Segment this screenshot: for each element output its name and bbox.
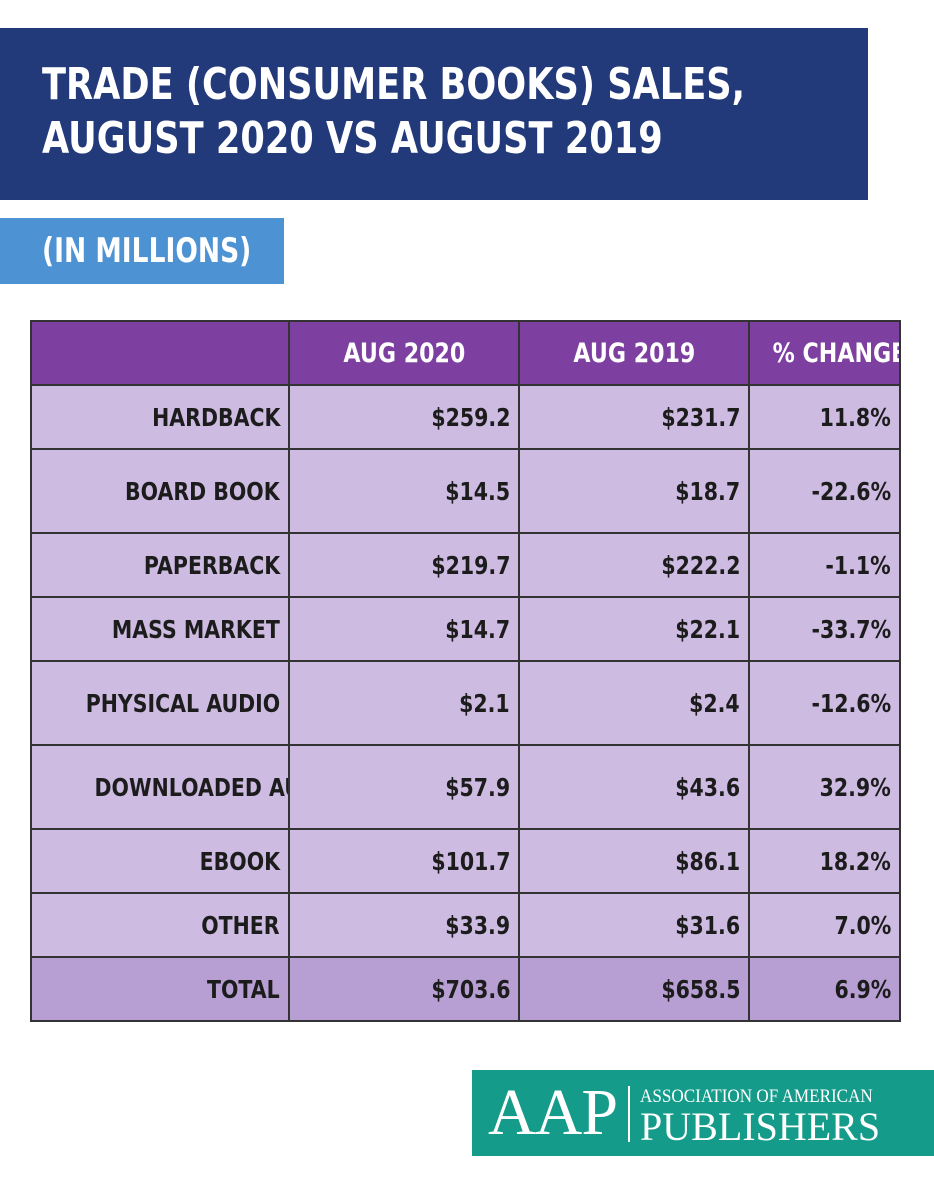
row-label: PAPERBACK (30, 532, 290, 598)
row-label: OTHER (30, 892, 290, 958)
row-label: BOARD BOOK (30, 448, 290, 534)
percent-change-value: 18.2% (748, 828, 901, 894)
aug-2019-value: $231.7 (518, 384, 750, 450)
row-label: EBOOK (30, 828, 290, 894)
table-row: HARDBACK $259.2 $231.7 11.8% (30, 384, 901, 450)
percent-change-value: -22.6% (748, 448, 901, 534)
chart-title-line-1: TRADE (CONSUMER BOOKS) SALES, (42, 59, 745, 110)
aug-2020-value: $2.1 (288, 660, 520, 746)
column-header (30, 320, 290, 386)
column-header: AUG 2019 (518, 320, 750, 386)
subtitle-banner: (IN MILLIONS) (0, 218, 284, 284)
aug-2019-value: $222.2 (518, 532, 750, 598)
chart-subtitle: (IN MILLIONS) (42, 231, 252, 271)
aug-2020-value: $14.5 (288, 448, 520, 534)
title-banner: TRADE (CONSUMER BOOKS) SALES, AUGUST 202… (0, 28, 868, 200)
aug-2020-value: $259.2 (288, 384, 520, 450)
percent-change-value: -33.7% (748, 596, 901, 662)
sales-table: AUG 2020 AUG 2019 % CHANGE HARDBACK $259… (30, 320, 901, 1022)
aug-2020-value: $219.7 (288, 532, 520, 598)
aug-2020-value: $14.7 (288, 596, 520, 662)
aug-2019-value: $22.1 (518, 596, 750, 662)
table-row: MASS MARKET $14.7 $22.1 -33.7% (30, 596, 901, 662)
percent-change-value: -1.1% (748, 532, 901, 598)
logo-divider (628, 1086, 630, 1142)
aug-2019-value: $18.7 (518, 448, 750, 534)
table-header-row: AUG 2020 AUG 2019 % CHANGE (30, 320, 901, 386)
logo-abbreviation: AAP (488, 1076, 618, 1149)
chart-title-line-2: AUGUST 2020 VS AUGUST 2019 (42, 113, 663, 164)
logo-org-line-2: PUBLISHERS (640, 1104, 881, 1149)
aug-2019-value: $86.1 (518, 828, 750, 894)
table-row: PAPERBACK $219.7 $222.2 -1.1% (30, 532, 901, 598)
percent-change-value: -12.6% (748, 660, 901, 746)
table-row: DOWNLOADED AUDIO $57.9 $43.6 32.9% (30, 744, 901, 830)
row-label: DOWNLOADED AUDIO (30, 744, 290, 830)
percent-change-value: 32.9% (748, 744, 901, 830)
aug-2019-value: $2.4 (518, 660, 750, 746)
aug-2020-value: $703.6 (288, 956, 520, 1022)
table-row: EBOOK $101.7 $86.1 18.2% (30, 828, 901, 894)
percent-change-value: 11.8% (748, 384, 901, 450)
column-header: % CHANGE (748, 320, 901, 386)
row-label: TOTAL (30, 956, 290, 1022)
aug-2020-value: $101.7 (288, 828, 520, 894)
aug-2019-value: $658.5 (518, 956, 750, 1022)
percent-change-value: 6.9% (748, 956, 901, 1022)
aug-2020-value: $57.9 (288, 744, 520, 830)
aug-2019-value: $31.6 (518, 892, 750, 958)
row-label: MASS MARKET (30, 596, 290, 662)
aap-logo: AAP ASSOCIATION OF AMERICAN PUBLISHERS (472, 1070, 934, 1156)
column-header: AUG 2020 (288, 320, 520, 386)
table-row: BOARD BOOK $14.5 $18.7 -22.6% (30, 448, 901, 534)
table-total-row: TOTAL $703.6 $658.5 6.9% (30, 956, 901, 1022)
table-row: OTHER $33.9 $31.6 7.0% (30, 892, 901, 958)
row-label: HARDBACK (30, 384, 290, 450)
logo-org-line-1: ASSOCIATION OF AMERICAN (640, 1086, 873, 1107)
percent-change-value: 7.0% (748, 892, 901, 958)
aug-2019-value: $43.6 (518, 744, 750, 830)
table-row: PHYSICAL AUDIO $2.1 $2.4 -12.6% (30, 660, 901, 746)
row-label: PHYSICAL AUDIO (30, 660, 290, 746)
aug-2020-value: $33.9 (288, 892, 520, 958)
